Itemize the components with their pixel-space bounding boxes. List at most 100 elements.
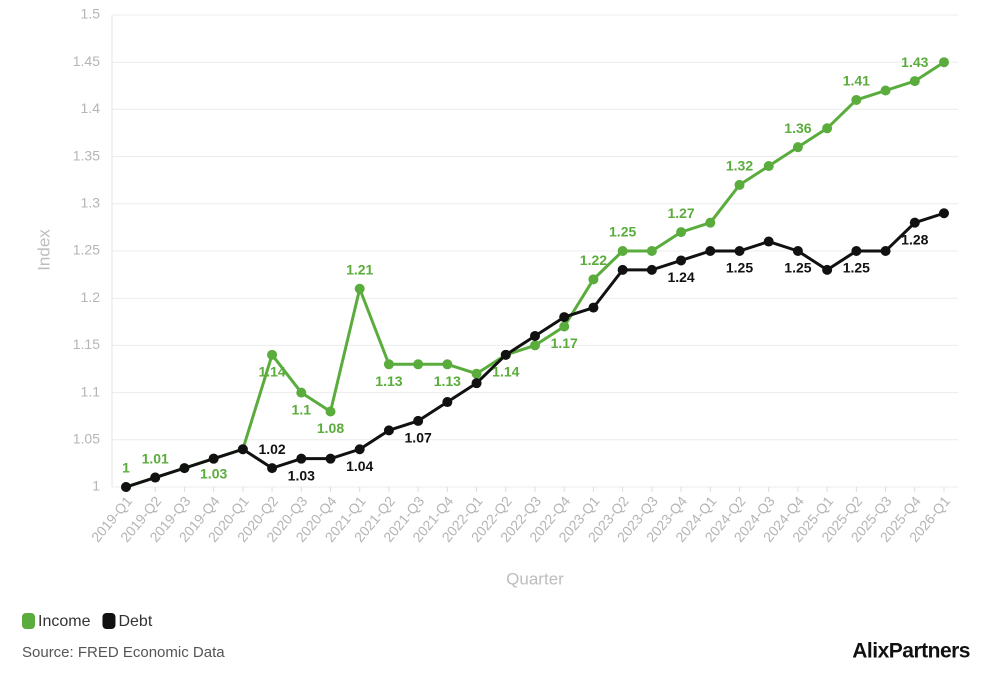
- logo: AlixPartners: [852, 640, 970, 663]
- y-tick-label: 1.45: [73, 53, 100, 69]
- data-label: 1.24: [667, 269, 694, 285]
- point: [471, 378, 482, 389]
- x-axis-title: Quarter: [506, 569, 564, 588]
- data-label: 1.36: [784, 120, 811, 136]
- legend-label: Income: [38, 613, 91, 630]
- data-label: 1.27: [667, 205, 694, 221]
- point: [237, 444, 248, 455]
- data-label: 1.08: [317, 420, 344, 436]
- y-tick-label: 1.5: [81, 6, 101, 22]
- point: [880, 246, 891, 256]
- y-tick-label: 1: [92, 478, 100, 494]
- data-label: 1.43: [901, 54, 928, 70]
- point: [354, 444, 365, 455]
- data-label: 1.21: [346, 261, 373, 277]
- data-label: 1.1: [292, 401, 312, 417]
- point: [646, 264, 657, 275]
- point: [296, 453, 307, 464]
- point: [500, 349, 511, 360]
- legend-swatch: [22, 613, 35, 629]
- point: [383, 359, 394, 370]
- point: [939, 57, 949, 68]
- data-label: 1.32: [726, 158, 753, 174]
- point: [588, 274, 599, 285]
- point: [471, 368, 482, 379]
- y-axis-title: Index: [34, 229, 53, 271]
- data-label: 1.28: [901, 231, 928, 247]
- point: [267, 463, 278, 474]
- point: [179, 463, 190, 474]
- point: [909, 76, 920, 87]
- point: [705, 217, 716, 228]
- legend-label: Debt: [118, 613, 152, 630]
- point: [559, 321, 570, 332]
- point: [792, 142, 803, 153]
- data-label: 1.25: [843, 260, 870, 276]
- data-label: 1.25: [784, 260, 811, 276]
- point: [617, 246, 628, 256]
- data-label: 1.13: [434, 373, 461, 389]
- y-tick-label: 1.2: [81, 289, 101, 305]
- point: [150, 472, 161, 483]
- legend-swatch: [102, 613, 116, 629]
- point: [354, 283, 365, 294]
- point: [909, 217, 920, 228]
- point: [413, 359, 424, 370]
- data-label: 1.17: [551, 335, 578, 351]
- data-label: 1.14: [492, 364, 519, 380]
- point: [822, 264, 833, 275]
- source: Source: FRED Economic Data: [22, 644, 225, 661]
- point: [851, 94, 862, 105]
- point: [267, 349, 278, 360]
- data-label: 1.01: [142, 450, 169, 466]
- data-label: 1.03: [200, 465, 227, 481]
- point: [617, 264, 628, 275]
- data-label: 1.04: [346, 458, 373, 474]
- data-label: 1.14: [258, 364, 285, 380]
- point: [208, 453, 219, 464]
- data-label: 1.41: [843, 73, 870, 89]
- point: [822, 123, 833, 134]
- y-tick-label: 1.3: [81, 195, 101, 211]
- point: [413, 415, 424, 426]
- point: [851, 246, 862, 256]
- point: [676, 227, 687, 238]
- point: [296, 387, 307, 398]
- point: [325, 406, 336, 417]
- y-tick-label: 1.25: [73, 242, 100, 258]
- y-tick-label: 1.05: [73, 431, 100, 447]
- point: [442, 359, 453, 370]
- point: [676, 255, 687, 266]
- point: [121, 482, 131, 492]
- data-label: 1.25: [726, 260, 753, 276]
- data-label: 1.02: [258, 441, 285, 457]
- point: [705, 246, 716, 256]
- point: [792, 246, 803, 256]
- y-tick-label: 1.4: [81, 100, 101, 116]
- point: [325, 453, 336, 464]
- data-label: 1.22: [580, 252, 607, 268]
- data-label: 1.25: [609, 224, 636, 240]
- data-label: 1.07: [405, 430, 432, 446]
- point: [383, 425, 394, 436]
- point: [763, 236, 774, 247]
- data-label: 1: [122, 460, 130, 476]
- point: [646, 246, 657, 256]
- series-line: [125, 60, 945, 489]
- point: [734, 179, 745, 190]
- point: [734, 246, 745, 256]
- data-label: 1.13: [375, 373, 402, 389]
- point: [559, 312, 570, 323]
- point: [530, 340, 540, 351]
- y-tick-label: 1.15: [73, 336, 100, 352]
- point: [530, 330, 540, 341]
- point: [588, 302, 599, 313]
- data-label: 1.03: [288, 467, 315, 483]
- y-tick-label: 1.35: [73, 147, 100, 163]
- point: [880, 85, 891, 96]
- y-tick-label: 1.1: [81, 383, 101, 399]
- point: [763, 161, 774, 172]
- point: [442, 397, 453, 408]
- point: [939, 208, 949, 219]
